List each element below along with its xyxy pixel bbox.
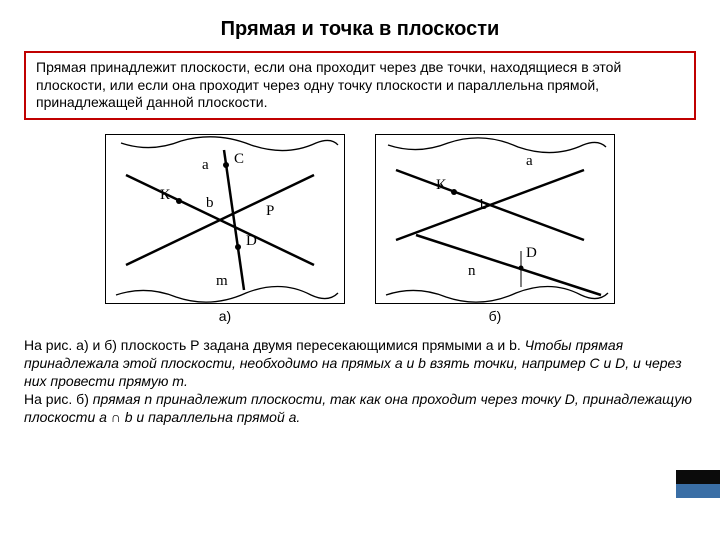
figure-b-svg bbox=[376, 135, 616, 305]
side-decoration bbox=[676, 470, 720, 512]
label-a-a: a bbox=[202, 157, 209, 174]
explain-p2: На рис. б) прямая n принадлежит плоскост… bbox=[24, 390, 696, 426]
label-b-n: n bbox=[468, 263, 476, 280]
stripe-1 bbox=[676, 470, 720, 484]
figure-a: a C К b P D m bbox=[105, 134, 345, 304]
explain-1-plain: На рис. а) и б) плоскость Р задана двумя… bbox=[24, 337, 525, 353]
explanation: На рис. а) и б) плоскость Р задана двумя… bbox=[24, 336, 696, 427]
label-a-P: P bbox=[266, 203, 274, 220]
stripe-2 bbox=[676, 484, 720, 498]
label-b-a: a bbox=[526, 153, 533, 170]
page-title: Прямая и точка в плоскости bbox=[0, 0, 720, 51]
label-a-m: m bbox=[216, 273, 228, 290]
label-b-D: D bbox=[526, 245, 537, 262]
label-b-b: b bbox=[480, 197, 488, 214]
figures-row: a C К b P D m а) a К b D n bbox=[0, 134, 720, 324]
label-a-b: b bbox=[206, 195, 214, 212]
definition-box: Прямая принадлежит плоскости, если она п… bbox=[24, 51, 696, 120]
title-text: Прямая и точка в плоскости bbox=[221, 18, 500, 40]
label-a-D: D bbox=[246, 233, 257, 250]
definition-text: Прямая принадлежит плоскости, если она п… bbox=[36, 59, 621, 110]
caption-a: а) bbox=[105, 308, 345, 324]
caption-b: б) bbox=[375, 308, 615, 324]
figure-a-wrap: a C К b P D m а) bbox=[105, 134, 345, 324]
explain-2-plain: На рис. б) bbox=[24, 391, 93, 407]
explain-p1: На рис. а) и б) плоскость Р задана двумя… bbox=[24, 336, 696, 391]
label-a-K: К bbox=[160, 187, 170, 204]
label-b-K: К bbox=[436, 177, 446, 194]
figure-b-wrap: a К b D n б) bbox=[375, 134, 615, 324]
label-a-C: C bbox=[234, 151, 244, 168]
explain-2-italic: прямая n принадлежит плоскости, так как … bbox=[24, 391, 692, 425]
figure-b: a К b D n bbox=[375, 134, 615, 304]
stripe-3 bbox=[676, 498, 720, 512]
